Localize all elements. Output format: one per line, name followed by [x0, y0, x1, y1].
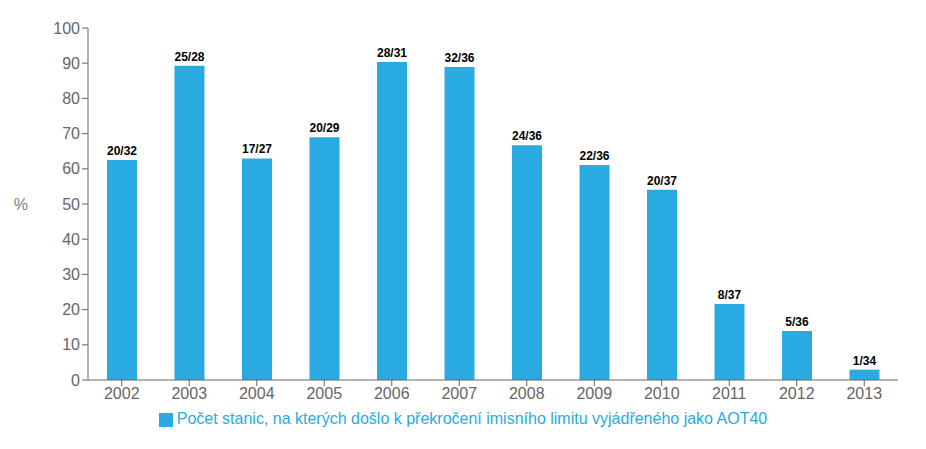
svg-text:24/36: 24/36 [512, 129, 542, 143]
svg-text:17/27: 17/27 [242, 142, 272, 156]
svg-text:1/34: 1/34 [853, 354, 877, 368]
svg-text:2006: 2006 [374, 385, 410, 402]
svg-text:80: 80 [62, 90, 80, 107]
svg-text:32/36: 32/36 [444, 51, 474, 65]
svg-text:5/36: 5/36 [785, 315, 809, 329]
svg-text:25/28: 25/28 [174, 50, 204, 64]
svg-text:70: 70 [62, 125, 80, 142]
svg-text:2005: 2005 [306, 385, 342, 402]
svg-text:%: % [14, 196, 28, 213]
svg-text:20: 20 [62, 301, 80, 318]
svg-text:0: 0 [71, 372, 80, 389]
svg-text:2010: 2010 [644, 385, 680, 402]
svg-text:28/31: 28/31 [377, 46, 407, 60]
svg-text:2009: 2009 [576, 385, 612, 402]
svg-text:2003: 2003 [171, 385, 207, 402]
svg-text:40: 40 [62, 231, 80, 248]
svg-text:2007: 2007 [441, 385, 477, 402]
svg-text:2012: 2012 [779, 385, 815, 402]
html-text:Počet stanic, na kterých došlo: Počet stanic, na kterých došlo k překroč… [176, 410, 768, 427]
svg-text:20/37: 20/37 [647, 174, 677, 188]
svg-text:20/29: 20/29 [309, 121, 339, 135]
svg-text:90: 90 [62, 55, 80, 72]
svg-text:22/36: 22/36 [579, 149, 609, 163]
svg-text:8/37: 8/37 [718, 288, 742, 302]
svg-text:30: 30 [62, 266, 80, 283]
svg-text:20/32: 20/32 [107, 144, 137, 158]
svg-text:2008: 2008 [509, 385, 545, 402]
svg-text:100: 100 [53, 20, 80, 37]
svg-text:10: 10 [62, 336, 80, 353]
svg-text:2011: 2011 [712, 385, 747, 402]
svg-text:2013: 2013 [846, 385, 882, 402]
svg-text:60: 60 [62, 160, 80, 177]
svg-text:50: 50 [62, 196, 80, 213]
svg-text:2004: 2004 [239, 385, 275, 402]
svg-text:2002: 2002 [104, 385, 140, 402]
